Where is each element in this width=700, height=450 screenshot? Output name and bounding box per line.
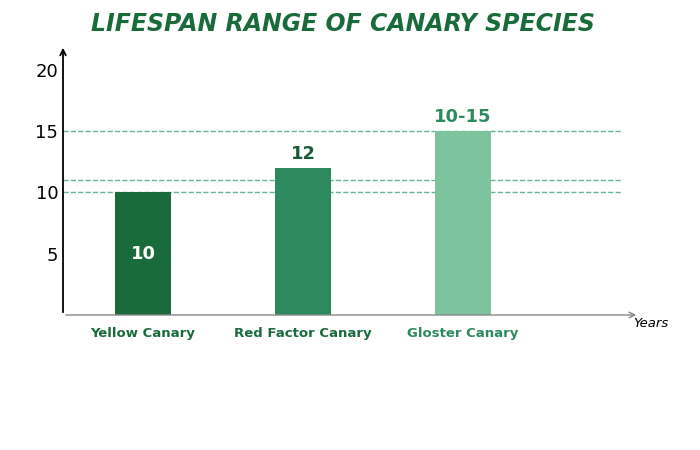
Bar xyxy=(275,168,331,315)
Text: Yellow Canary: Yellow Canary xyxy=(90,327,195,340)
Text: 10: 10 xyxy=(130,245,155,263)
Bar xyxy=(115,192,171,315)
Bar xyxy=(435,131,491,315)
Text: Years: Years xyxy=(634,317,668,330)
Text: 12: 12 xyxy=(290,145,316,163)
Title: LIFESPAN RANGE OF CANARY SPECIES: LIFESPAN RANGE OF CANARY SPECIES xyxy=(91,12,595,36)
Text: 10-15: 10-15 xyxy=(434,108,491,126)
Text: Gloster Canary: Gloster Canary xyxy=(407,327,519,340)
Text: Red Factor Canary: Red Factor Canary xyxy=(234,327,372,340)
